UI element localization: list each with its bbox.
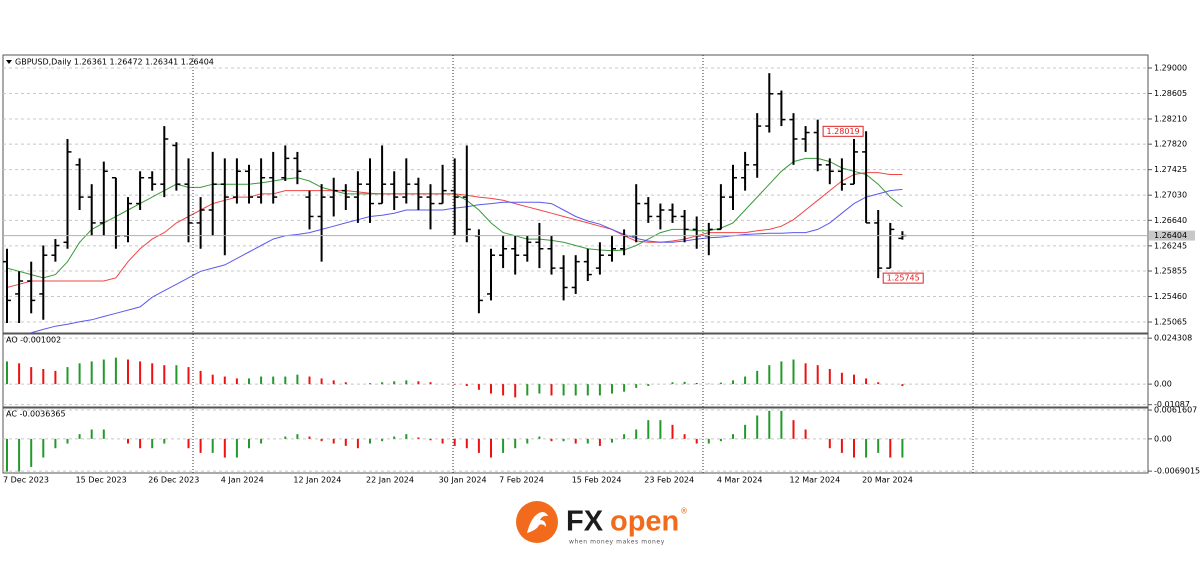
y-tick-label: 1.25065 <box>1154 318 1187 327</box>
y-tick-label: 1.28605 <box>1154 89 1187 98</box>
logo-tagline: when money makes money <box>569 539 665 546</box>
y-tick-label: 0.00 <box>1154 380 1172 389</box>
logo-emblem-mark <box>527 512 548 533</box>
pane-border <box>2 54 1149 334</box>
x-tick-label: 12 Jan 2024 <box>293 476 341 485</box>
x-tick-label: 30 Jan 2024 <box>439 476 487 485</box>
last-price-label: 1.26404 <box>1154 231 1187 240</box>
y-tick-label: 0.00 <box>1154 434 1172 443</box>
pane-border <box>2 407 1149 474</box>
price-annotation-box <box>822 125 864 137</box>
price-annotation-box <box>882 272 924 284</box>
logo-brand-accent: open <box>610 506 679 538</box>
y-tick-label: 1.26640 <box>1154 216 1187 225</box>
price-annotation: 1.25745 <box>887 274 920 283</box>
logo-brand-dark: FX <box>566 506 604 538</box>
logo-registered: ® <box>680 507 688 516</box>
ao-title: AO -0.001002 <box>6 336 61 345</box>
x-tick-label: 7 Feb 2024 <box>499 476 544 485</box>
x-tick-label: 23 Feb 2024 <box>644 476 694 485</box>
y-tick-label: 0.0061607 <box>1154 406 1197 415</box>
ac-title: AC -0.0036365 <box>6 410 66 419</box>
chart-title: GBPUSD,Daily 1.26361 1.26472 1.26341 1.2… <box>15 58 214 67</box>
y-tick-label: -0.0069015 <box>1154 467 1200 476</box>
menu-arrow <box>6 60 12 64</box>
y-tick-label: 1.27820 <box>1154 140 1187 149</box>
x-tick-label: 20 Mar 2024 <box>862 476 913 485</box>
logo: FX open ® when money makes money <box>516 501 688 546</box>
y-tick-label: 0.024308 <box>1154 334 1192 343</box>
y-tick-label: 1.25855 <box>1154 267 1187 276</box>
x-tick-label: 15 Feb 2024 <box>572 476 622 485</box>
y-tick-label: 1.28210 <box>1154 114 1187 123</box>
last-price-box <box>1149 230 1195 241</box>
pane-border <box>2 333 1149 408</box>
x-tick-label: 26 Dec 2023 <box>148 476 199 485</box>
y-tick-label: 1.25460 <box>1154 292 1187 301</box>
x-tick-label: 22 Jan 2024 <box>366 476 414 485</box>
price-annotation: 1.28019 <box>827 127 860 136</box>
layers: 1.29000 1.28605 1.28210 1.27820 1.27425 1.270… <box>2 54 1200 485</box>
y-tick-label: 1.27030 <box>1154 191 1187 200</box>
y-tick-label: -0.01087 <box>1154 400 1190 409</box>
x-tick-label: 15 Dec 2023 <box>76 476 127 485</box>
y-tick-label: 1.27425 <box>1154 165 1187 174</box>
x-tick-label: 4 Mar 2024 <box>717 476 763 485</box>
y-tick-label: 1.29000 <box>1154 63 1187 72</box>
x-tick-label: 4 Jan 2024 <box>221 476 264 485</box>
y-tick-label: 1.26245 <box>1154 241 1187 250</box>
x-tick-label: 7 Dec 2023 <box>3 476 49 485</box>
x-tick-label: 12 Mar 2024 <box>790 476 841 485</box>
